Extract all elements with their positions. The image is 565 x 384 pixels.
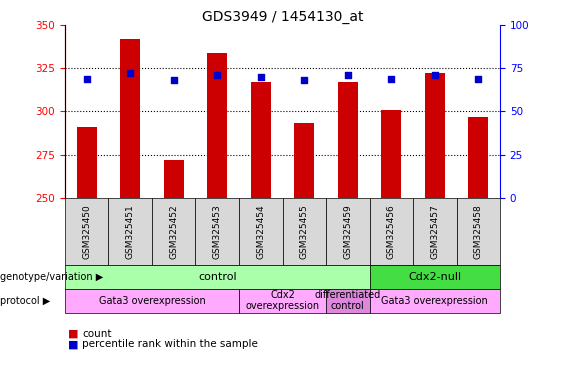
Text: GSM325454: GSM325454	[257, 204, 265, 259]
Point	[256, 74, 265, 80]
Bar	[294, 123, 314, 198]
Point	[82, 75, 92, 81]
Bar	[468, 116, 488, 198]
Text: ■: ■	[68, 339, 79, 349]
Text: genotype/variation ▶: genotype/variation ▶	[0, 272, 103, 282]
Text: Gata3 overexpression: Gata3 overexpression	[99, 296, 205, 306]
Point	[430, 72, 439, 78]
Text: differentiated
control: differentiated control	[315, 290, 381, 311]
Text: GSM325458: GSM325458	[474, 204, 483, 259]
Text: GSM325456: GSM325456	[387, 204, 396, 259]
Text: protocol ▶: protocol ▶	[0, 296, 50, 306]
Text: GSM325451: GSM325451	[126, 204, 134, 259]
Bar	[381, 109, 401, 198]
Text: GSM325459: GSM325459	[344, 204, 352, 259]
Text: Cdx2-null: Cdx2-null	[408, 272, 462, 282]
Text: GDS3949 / 1454130_at: GDS3949 / 1454130_at	[202, 10, 363, 23]
Text: control: control	[198, 272, 237, 282]
Point	[169, 77, 178, 83]
Text: GSM325450: GSM325450	[82, 204, 91, 259]
Text: ■: ■	[68, 329, 79, 339]
Text: Gata3 overexpression: Gata3 overexpression	[381, 296, 488, 306]
Text: percentile rank within the sample: percentile rank within the sample	[82, 339, 258, 349]
Point	[473, 75, 483, 81]
Bar	[425, 73, 445, 198]
Bar	[338, 82, 358, 198]
Bar	[164, 160, 184, 198]
Bar	[120, 39, 140, 198]
Text: GSM325453: GSM325453	[213, 204, 221, 259]
Point	[125, 70, 134, 76]
Point	[386, 75, 396, 81]
Text: GSM325455: GSM325455	[300, 204, 308, 259]
Point	[212, 72, 221, 78]
Bar	[251, 82, 271, 198]
Bar	[77, 127, 97, 198]
Text: Cdx2
overexpression: Cdx2 overexpression	[245, 290, 320, 311]
Point	[343, 72, 352, 78]
Point	[299, 77, 308, 83]
Bar	[207, 53, 227, 198]
Text: count: count	[82, 329, 111, 339]
Text: GSM325452: GSM325452	[170, 204, 178, 259]
Text: GSM325457: GSM325457	[431, 204, 439, 259]
